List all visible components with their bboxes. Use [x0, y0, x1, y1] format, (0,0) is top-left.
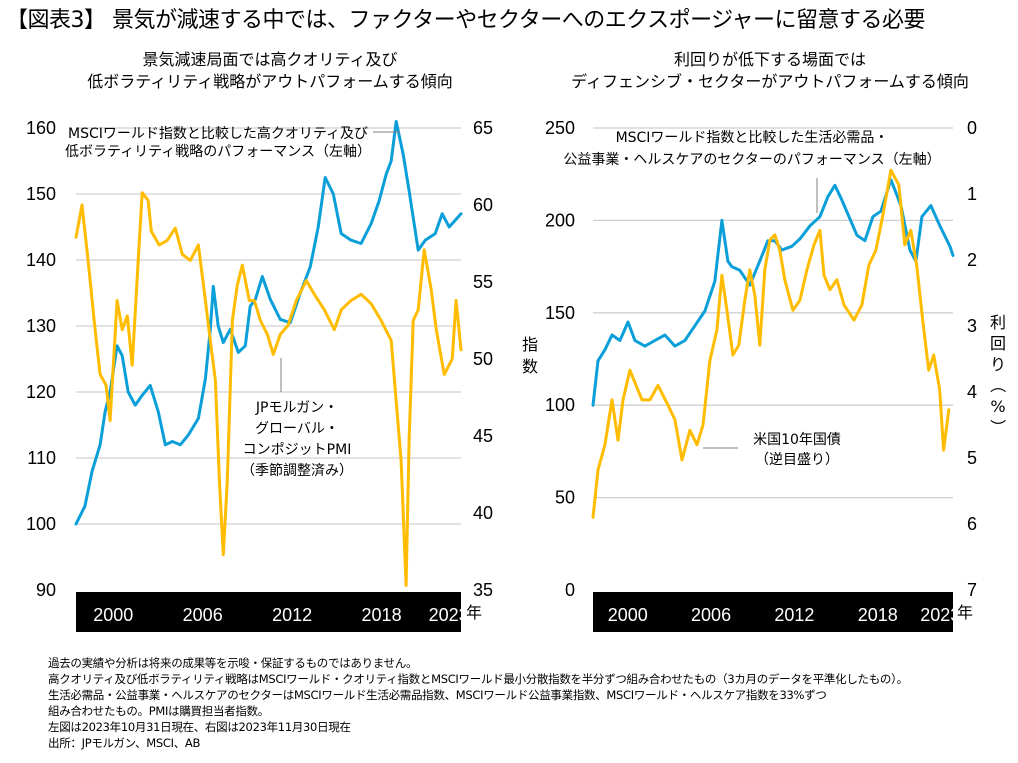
footnote-3: 生活必需品・公益事業・ヘルスケアのセクターはMSCIワールド生活必需品指数、MS… [48, 688, 827, 702]
right-y2-ticks: 0 1 2 3 4 5 6 7 [967, 118, 977, 600]
right-annot-defensive-line-1: MSCIワールド指数と比較した生活必需品・ [616, 130, 889, 146]
right-y-tick-label: 100 [545, 395, 575, 415]
right-y2-tick-label: 1 [967, 184, 977, 204]
left-y2-tick-label: 65 [473, 118, 493, 138]
left-y-tick-label: 150 [26, 184, 56, 204]
right-y-ticks: 0 50 100 150 200 250 [545, 118, 575, 600]
left-y-tick-label: 130 [26, 316, 56, 336]
right-right-axis-title-char: ） [988, 419, 1007, 435]
right-x-tick-label: 2018 [858, 605, 898, 625]
left-y-tick-label: 110 [27, 448, 56, 468]
left-y-tick-label: 120 [26, 382, 56, 402]
left-x-tick-label: 2006 [183, 605, 223, 625]
right-x-axis-unit: 年 [957, 603, 973, 622]
left-chart-title-line-1: 景気減速局面では高クオリティ及び [142, 50, 398, 69]
right-series [591, 168, 955, 519]
footnote-2: 高クオリティ及び低ボラティリティ戦略はMSCIワールド・クオリティ指数とMSCI… [48, 672, 908, 686]
left-x-tick-label: 2012 [272, 605, 312, 625]
right-y2-tick-label: 5 [967, 448, 977, 468]
right-y2-tick-label: 0 [967, 118, 977, 138]
footnote-6: 出所：JPモルガン、MSCI、AB [48, 736, 201, 750]
right-series-ust10y [591, 168, 951, 519]
left-x-tick-label: 2023 [429, 605, 469, 625]
left-series-pmi [74, 191, 463, 587]
left-y2-tick-label: 35 [473, 580, 493, 600]
right-annot-defensive-line-2: 公益事業・ヘルスケアのセクターのパフォーマンス（左軸） [563, 152, 940, 168]
right-annot-ust-line-1: 米国10年国債 [753, 432, 841, 448]
left-annot-pmi-line-1: JPモルガン・ [255, 400, 338, 416]
figure-title: 【図表3】 景気が減速する中では、ファクターやセクターへのエクスポージャーに留意… [6, 8, 926, 33]
right-right-axis-title-char: % [990, 397, 1005, 416]
right-left-axis-title-char-1: 指 [522, 335, 538, 354]
left-annot-pmi-line-2: グローバル・ [255, 421, 339, 437]
right-y2-tick-label: 6 [967, 514, 977, 534]
left-gridlines [76, 127, 461, 525]
left-series-quality_lowvol [74, 119, 463, 526]
left-y-tick-label: 140 [26, 250, 56, 270]
right-y2-tick-label: 7 [967, 580, 977, 600]
left-x-axis-bar [76, 592, 461, 632]
left-annot-pmi-line-4: （季節調整済み） [241, 462, 353, 479]
left-chart-title: 景気減速局面では高クオリティ及び 低ボラティリティ戦略がアウトパフォームする傾向 [70, 49, 470, 93]
left-annot-quality-line-2: 低ボラティリティ戦略のパフォーマンス（左軸） [65, 144, 371, 160]
right-chart: 0 50 100 150 200 250 0 1 2 3 4 5 6 7 指 数 利回り （% ） 2000… [522, 118, 1007, 632]
left-series [74, 119, 463, 587]
right-right-axis-title-char: り [990, 355, 1006, 374]
right-x-tick-label: 2012 [774, 605, 814, 625]
left-x-tick-label: 2000 [93, 605, 133, 625]
right-series-defensive [591, 178, 955, 407]
right-right-axis-title-char: 回 [990, 334, 1006, 353]
left-chart: 90 100 110 120 130 140 150 160 35 40 45 50 55 60 65 2… [26, 118, 493, 632]
right-x-tick-label: 2000 [608, 605, 648, 625]
left-y-tick-label: 90 [36, 580, 56, 600]
right-chart-title-line-2: ディフェンシブ・セクターがアウトパフォームする傾向 [571, 72, 969, 91]
left-x-ticks: 2000 2006 2012 2018 2023 [93, 605, 468, 625]
left-y2-tick-label: 50 [473, 349, 493, 369]
left-x-tick-label: 2018 [362, 605, 402, 625]
left-y2-tick-label: 60 [473, 195, 493, 215]
left-y2-tick-label: 45 [473, 426, 493, 446]
right-right-axis-title-char: （ [988, 377, 1007, 393]
right-x-tick-label: 2006 [691, 605, 731, 625]
right-annot-ust-line-2: （逆目盛り） [755, 452, 839, 468]
right-y2-tick-label: 2 [967, 250, 977, 270]
right-y-tick-label: 200 [545, 210, 575, 230]
footnote-5: 左図は2023年10月31日現在、右図は2023年11月30日現在 [48, 720, 351, 734]
right-left-axis-title-char-2: 数 [522, 357, 538, 376]
right-y-tick-label: 50 [555, 488, 575, 508]
right-y-tick-label: 250 [545, 118, 575, 138]
footnote-4: 組み合わせたもの。PMIは購買担当者指数。 [48, 704, 269, 718]
left-y2-tick-label: 55 [473, 272, 493, 292]
right-chart-title-line-1: 利回りが低下する場面では [673, 50, 866, 69]
right-y2-tick-label: 4 [967, 382, 977, 402]
right-y-tick-label: 150 [545, 303, 575, 323]
left-annot-quality-line-1: MSCIワールド指数と比較した高クオリティ及び [68, 125, 368, 142]
left-y-tick-label: 160 [26, 118, 56, 138]
footnotes: 過去の実績や分析は将来の成果等を示唆・保証するものではありません。 高クオリティ… [48, 655, 908, 751]
right-gridlines [593, 127, 953, 499]
left-y2-ticks: 35 40 45 50 55 60 65 [473, 118, 493, 600]
left-chart-title-line-2: 低ボラティリティ戦略がアウトパフォームする傾向 [87, 72, 453, 91]
right-y-tick-label: 0 [565, 580, 575, 600]
footnote-1: 過去の実績や分析は将来の成果等を示唆・保証するものではありません。 [48, 656, 418, 670]
right-x-tick-label: 2023 [920, 605, 960, 625]
right-right-axis-title: 利回り （% ） [988, 313, 1007, 435]
left-y-tick-label: 100 [26, 514, 56, 534]
right-y2-tick-label: 3 [967, 316, 977, 336]
left-y2-tick-label: 40 [473, 503, 493, 523]
right-x-ticks: 2000 2006 2012 2018 2023 [608, 605, 961, 625]
right-x-axis-bar [593, 592, 953, 632]
left-x-axis-unit: 年 [466, 603, 482, 622]
left-annot-pmi-line-3: コンポジットPMI [243, 442, 352, 458]
right-chart-title: 利回りが低下する場面では ディフェンシブ・セクターがアウトパフォームする傾向 [570, 49, 970, 93]
right-right-axis-title-char: 利 [990, 313, 1006, 332]
left-y-ticks: 90 100 110 120 130 140 150 160 [26, 118, 56, 600]
